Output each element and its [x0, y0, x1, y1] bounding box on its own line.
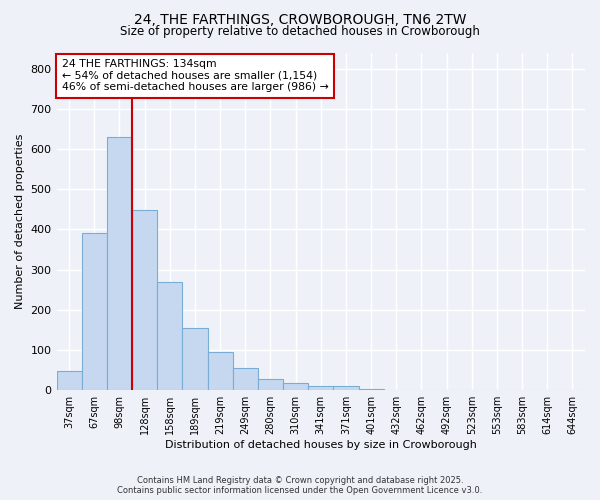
Bar — [182, 328, 208, 390]
Bar — [157, 282, 182, 390]
Bar — [334, 386, 359, 390]
Bar — [107, 137, 132, 390]
Bar — [132, 210, 157, 390]
Bar — [258, 380, 283, 390]
Y-axis label: Number of detached properties: Number of detached properties — [15, 134, 25, 309]
Bar — [359, 389, 383, 390]
X-axis label: Distribution of detached houses by size in Crowborough: Distribution of detached houses by size … — [165, 440, 477, 450]
Text: 24, THE FARTHINGS, CROWBOROUGH, TN6 2TW: 24, THE FARTHINGS, CROWBOROUGH, TN6 2TW — [134, 12, 466, 26]
Bar — [283, 384, 308, 390]
Text: 24 THE FARTHINGS: 134sqm
← 54% of detached houses are smaller (1,154)
46% of sem: 24 THE FARTHINGS: 134sqm ← 54% of detach… — [62, 60, 329, 92]
Text: Size of property relative to detached houses in Crowborough: Size of property relative to detached ho… — [120, 25, 480, 38]
Bar — [56, 372, 82, 390]
Bar — [82, 234, 107, 390]
Bar — [208, 352, 233, 390]
Bar — [308, 386, 334, 390]
Text: Contains HM Land Registry data © Crown copyright and database right 2025.
Contai: Contains HM Land Registry data © Crown c… — [118, 476, 482, 495]
Bar — [233, 368, 258, 390]
